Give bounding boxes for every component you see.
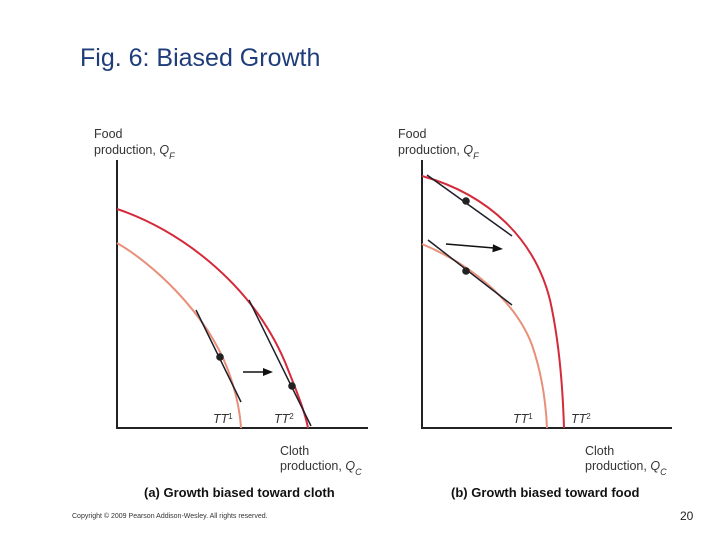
panel-a-caption: (a) Growth biased toward cloth [144, 485, 335, 500]
panel-b-old-frontier [422, 244, 547, 428]
panel-a-new-frontier [117, 209, 308, 428]
panel-b-y-axis-label-line2: production, QF [398, 143, 479, 161]
panel-a-y-axis-label-line2: production, QF [94, 143, 175, 161]
panel-b-price-line-1 [427, 175, 512, 236]
panel-a-x-axis-label-line1: Cloth [280, 444, 309, 458]
panel-a-old-frontier [117, 243, 241, 428]
page-number: 20 [680, 509, 693, 523]
panel-b-production-point-1 [462, 267, 470, 275]
panel-a-tt1-label: TT1 [213, 412, 233, 427]
panel-b-caption: (b) Growth biased toward food [451, 485, 640, 500]
panel-a-x-axis-label-line2: production, QC [280, 459, 362, 477]
panel-a: Food production, QF TT1 TT2 Cloth produc… [94, 127, 368, 500]
panel-b-x-axis-label-line2: production, QC [585, 459, 667, 477]
panel-a-price-line-2 [249, 300, 311, 426]
panel-a-production-point-1 [216, 353, 224, 361]
copyright-notice: Copyright © 2009 Pearson Addison-Wesley.… [72, 513, 268, 520]
panel-b-tt2-label: TT2 [571, 412, 591, 427]
panel-a-y-axis-label-line1: Food [94, 127, 123, 141]
panel-b-tt1-label: TT1 [513, 412, 533, 427]
panel-a-production-point-2 [288, 382, 296, 390]
panel-b-x-axis-label-line1: Cloth [585, 444, 614, 458]
panel-b-y-axis-label-line1: Food [398, 127, 427, 141]
panel-b-shift-arrowhead [492, 244, 503, 252]
panel-b-production-point-2 [462, 197, 470, 205]
panel-a-tt2-label: TT2 [274, 412, 294, 427]
panel-b-shift-arrow [446, 244, 494, 248]
panel-a-shift-arrowhead [263, 368, 273, 376]
panel-b: Food production, QF TT1 TT2 Cloth produc… [398, 127, 672, 500]
